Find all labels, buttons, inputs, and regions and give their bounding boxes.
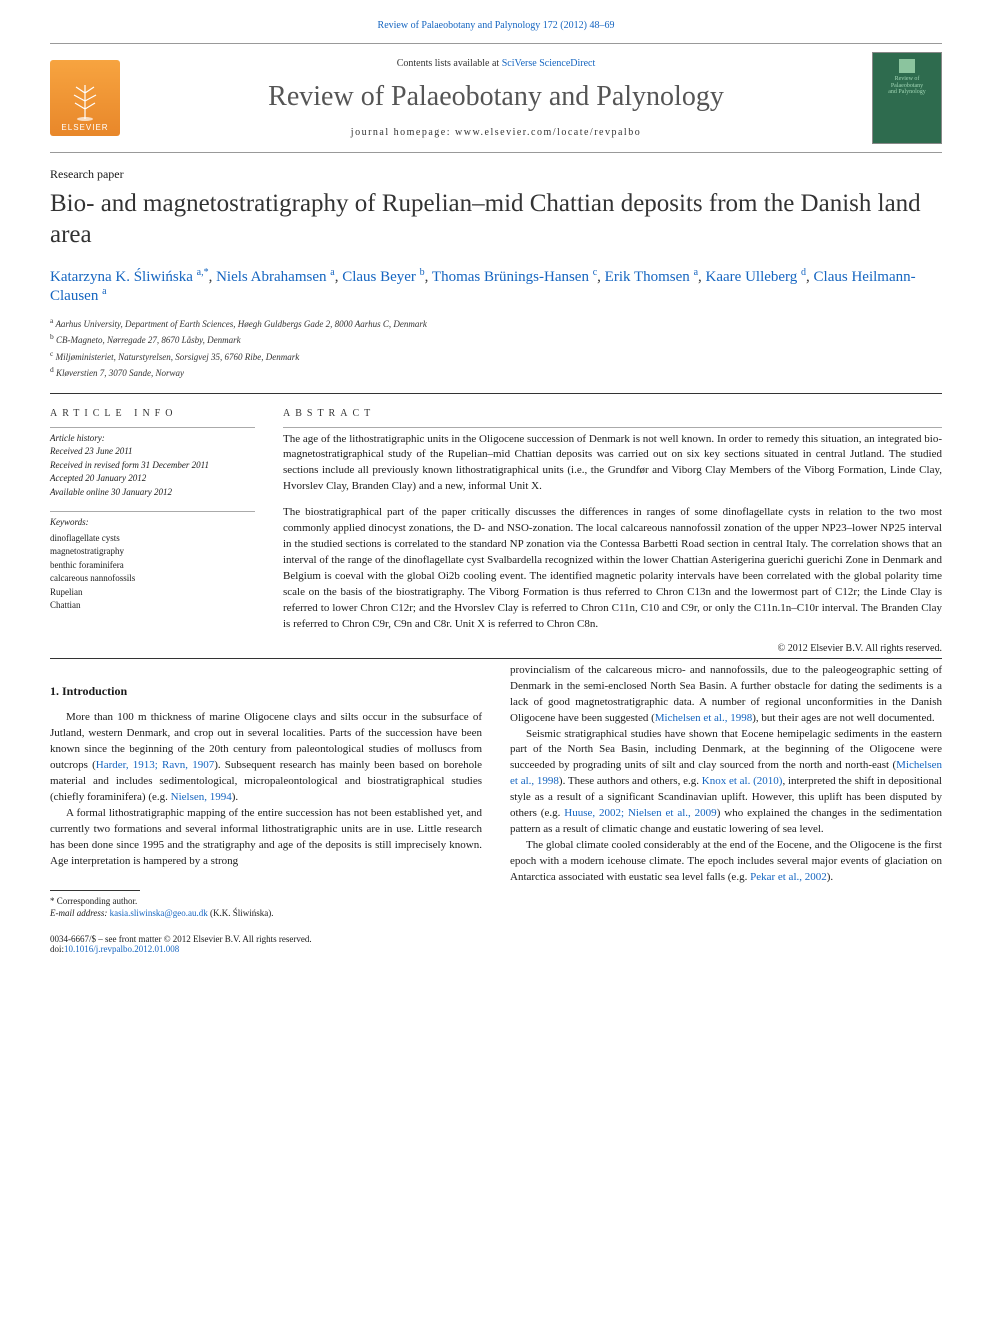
publisher-name: ELSEVIER (61, 123, 108, 132)
article-info-column: article info Article history: Received 2… (50, 408, 255, 654)
article-history: Article history: Received 23 June 2011 R… (50, 432, 255, 500)
author[interactable]: Erik Thomsen (605, 269, 690, 285)
divider (50, 152, 942, 153)
section-heading: 1. Introduction (50, 683, 482, 700)
divider (50, 658, 942, 659)
homepage-prefix: journal homepage: (351, 127, 455, 138)
divider (283, 427, 942, 428)
abstract-p2: The biostratigraphical part of the paper… (283, 505, 942, 633)
email-suffix: (K.K. Śliwińska). (208, 908, 274, 918)
received-date: Received 23 June 2011 (50, 445, 255, 459)
masthead: ELSEVIER Contents lists available at Sci… (50, 52, 942, 144)
author-affil-sup: b (420, 267, 425, 278)
elsevier-tree-icon (66, 81, 104, 123)
author-affil-sup: c (593, 267, 597, 278)
corresponding-marker: * (204, 267, 209, 278)
accepted-date: Accepted 20 January 2012 (50, 472, 255, 486)
author-affil-sup: a (694, 267, 698, 278)
citation[interactable]: Harder, 1913; Ravn, 1907 (96, 759, 214, 771)
body-paragraph: The global climate cooled considerably a… (510, 838, 942, 886)
divider (50, 43, 942, 44)
cover-icon (899, 59, 915, 73)
author[interactable]: Kaare Ulleberg (706, 269, 798, 285)
corresponding-author-note: * Corresponding author. (50, 895, 482, 908)
author-affil-sup: a, (197, 267, 204, 278)
citation[interactable]: Huuse, 2002; Nielsen et al., 2009 (564, 807, 716, 819)
online-date: Available online 30 January 2012 (50, 486, 255, 500)
doi-link[interactable]: 10.1016/j.revpalbo.2012.01.008 (64, 944, 179, 954)
author-affil-sup: a (330, 267, 334, 278)
contents-prefix: Contents lists available at (397, 58, 502, 69)
keywords-block: Keywords: dinoflagellate cysts magnetost… (50, 516, 255, 613)
article-info-heading: article info (50, 408, 255, 419)
footnote-divider (50, 890, 140, 891)
journal-name: Review of Palaeobotany and Palynology (138, 81, 854, 113)
front-matter: 0034-6667/$ – see front matter © 2012 El… (50, 934, 942, 944)
divider (50, 393, 942, 394)
keywords-label: Keywords: (50, 516, 255, 530)
body-paragraph: More than 100 m thickness of marine Olig… (50, 710, 482, 806)
doi-line: doi:10.1016/j.revpalbo.2012.01.008 (50, 944, 942, 954)
history-label: Article history: (50, 432, 255, 446)
email-link[interactable]: kasia.sliwinska@geo.au.dk (110, 908, 208, 918)
body-paragraph: Seismic stratigraphical studies have sho… (510, 727, 942, 839)
keyword: benthic foraminifera (50, 559, 255, 573)
divider (50, 427, 255, 428)
front-matter-line: 0034-6667/$ – see front matter © 2012 El… (50, 934, 942, 954)
body-paragraph: A formal lithostratigraphic mapping of t… (50, 806, 482, 870)
keyword: Chattian (50, 599, 255, 613)
body-paragraph: provincialism of the calcareous micro- a… (510, 663, 942, 727)
affiliation: d Kløverstien 7, 3070 Sande, Norway (50, 364, 942, 381)
divider (50, 511, 255, 512)
keyword: Rupelian (50, 586, 255, 600)
affiliation: c Miljøministeriet, Naturstyrelsen, Sors… (50, 348, 942, 365)
paper-type: Research paper (50, 167, 942, 182)
author-affil-sup: d (801, 267, 806, 278)
email-line: E-mail address: kasia.sliwinska@geo.au.d… (50, 907, 482, 920)
affiliation: a Aarhus University, Department of Earth… (50, 315, 942, 332)
paper-title: Bio- and magnetostratigraphy of Rupelian… (50, 188, 942, 251)
copyright: © 2012 Elsevier B.V. All rights reserved… (283, 643, 942, 654)
doi-label: doi: (50, 944, 64, 954)
revised-date: Received in revised form 31 December 201… (50, 459, 255, 473)
homepage-url: www.elsevier.com/locate/revpalbo (455, 127, 641, 138)
keyword: calcareous nannofossils (50, 572, 255, 586)
email-label: E-mail address: (50, 908, 110, 918)
affiliations: a Aarhus University, Department of Earth… (50, 315, 942, 381)
author[interactable]: Thomas Brünings-Hansen (432, 269, 589, 285)
citation[interactable]: Michelsen et al., 1998 (655, 712, 752, 724)
journal-homepage: journal homepage: www.elsevier.com/locat… (138, 127, 854, 138)
abstract-p1: The age of the lithostratigraphic units … (283, 432, 942, 496)
elsevier-logo: ELSEVIER (50, 60, 120, 136)
journal-reference: Review of Palaeobotany and Palynology 17… (50, 20, 942, 31)
info-abstract-row: article info Article history: Received 2… (50, 408, 942, 654)
author[interactable]: Katarzyna K. Śliwińska (50, 269, 193, 285)
journal-cover-thumbnail: Review of Palaeobotany and Palynology (872, 52, 942, 144)
author[interactable]: Claus Beyer (342, 269, 416, 285)
cover-text: Review of Palaeobotany and Palynology (888, 76, 926, 96)
author[interactable]: Niels Abrahamsen (216, 269, 326, 285)
keyword: magnetostratigraphy (50, 545, 255, 559)
keyword: dinoflagellate cysts (50, 532, 255, 546)
masthead-center: Contents lists available at SciVerse Sci… (138, 58, 854, 138)
citation[interactable]: Knox et al. (2010) (702, 775, 783, 787)
citation[interactable]: Nielsen, 1994 (171, 791, 232, 803)
authors-list: Katarzyna K. Śliwińska a,*, Niels Abraha… (50, 267, 942, 305)
body-text: 1. Introduction More than 100 m thicknes… (50, 663, 942, 920)
abstract-column: abstract The age of the lithostratigraph… (283, 408, 942, 654)
affiliation: b CB-Magneto, Nørregade 27, 8670 Låsby, … (50, 331, 942, 348)
citation[interactable]: Pekar et al., 2002 (750, 871, 827, 883)
author-affil-sup: a (102, 286, 106, 297)
abstract-heading: abstract (283, 408, 942, 419)
footnotes: * Corresponding author. E-mail address: … (50, 895, 482, 920)
contents-available-line: Contents lists available at SciVerse Sci… (138, 58, 854, 69)
sciencedirect-link[interactable]: SciVerse ScienceDirect (502, 58, 596, 69)
